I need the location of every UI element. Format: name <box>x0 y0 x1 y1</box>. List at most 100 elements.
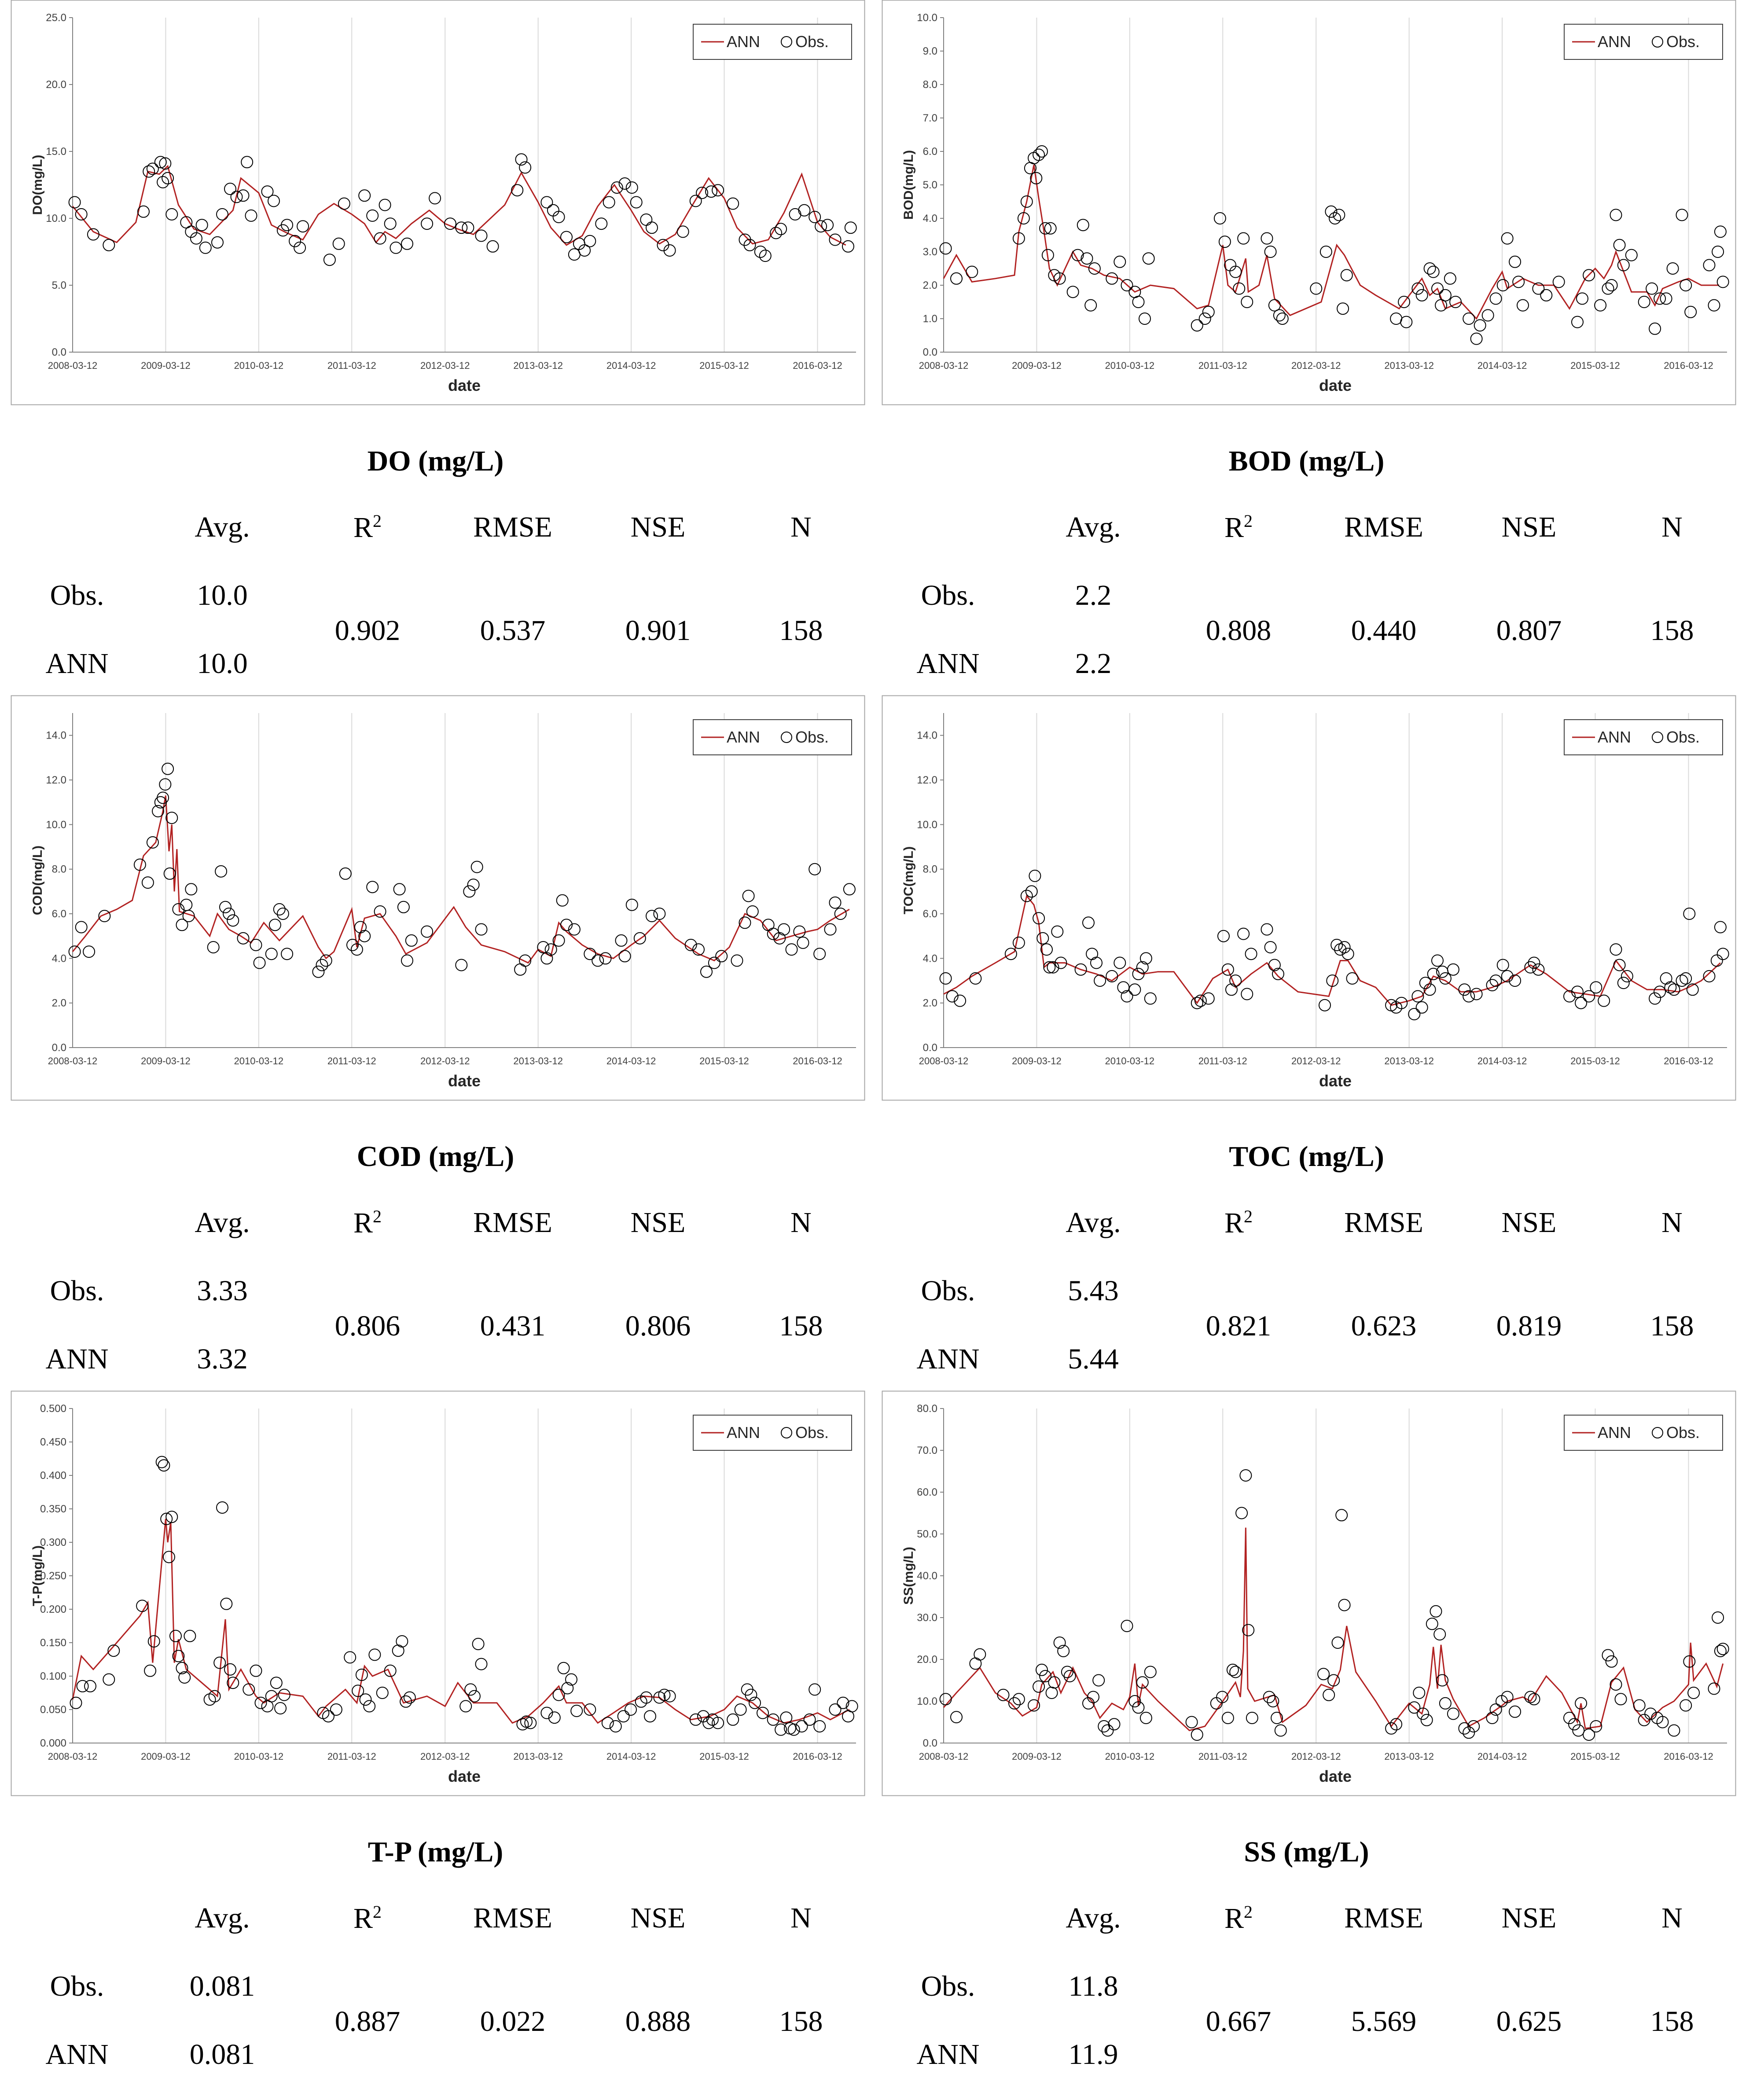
obs-point <box>467 879 480 891</box>
obs-point <box>1055 956 1067 969</box>
obs-point <box>1714 225 1727 238</box>
obs-point <box>705 185 717 198</box>
obs-point <box>1415 289 1428 302</box>
obs-point <box>1431 282 1444 295</box>
stats-header-n: N <box>1661 511 1683 543</box>
obs-point <box>1617 977 1630 989</box>
obs-point <box>1458 1722 1471 1735</box>
obs-point <box>843 883 856 896</box>
stats-header-r2: R2 <box>310 1901 425 1935</box>
y-tick-label: 10.0 <box>917 12 937 24</box>
chart-frame <box>882 0 1736 405</box>
obs-point <box>1268 299 1281 312</box>
obs-point <box>468 1690 481 1703</box>
obs-point <box>250 1664 262 1677</box>
stats-header-n: N <box>1661 1206 1683 1239</box>
obs-point <box>653 908 666 920</box>
stats-header-avg: Avg. <box>195 1206 250 1239</box>
stats-n-value: 158 <box>1650 614 1694 647</box>
obs-point <box>274 1702 287 1714</box>
obs-point <box>1340 269 1353 282</box>
obs-point <box>401 954 413 967</box>
obs-point <box>330 1703 342 1716</box>
obs-point <box>1496 279 1509 291</box>
x-axis-label: date <box>1319 1072 1352 1090</box>
obs-point <box>1408 1008 1421 1020</box>
stats-r2-value: 0.806 <box>334 1310 401 1342</box>
x-tick-label: 2011-03-12 <box>1198 1751 1247 1762</box>
obs-point <box>216 1501 228 1514</box>
stats-header-r2: R2 <box>1181 1901 1296 1935</box>
obs-point <box>475 229 488 242</box>
obs-point <box>1333 209 1345 221</box>
obs-point <box>223 908 235 920</box>
x-tick-label: 2010-03-12 <box>1105 1056 1155 1067</box>
obs-point <box>396 1635 408 1648</box>
x-tick-label: 2009-03-12 <box>1012 1056 1062 1067</box>
y-tick-label: 0.300 <box>40 1537 66 1548</box>
obs-point <box>224 1663 236 1676</box>
x-axis-label: date <box>448 1767 481 1785</box>
obs-point <box>1221 963 1234 976</box>
obs-point <box>1664 981 1677 994</box>
obs-point <box>1346 972 1359 985</box>
obs-point <box>1594 299 1607 312</box>
obs-point <box>185 225 198 238</box>
obs-point <box>644 1710 656 1723</box>
obs-point <box>1703 970 1716 982</box>
x-tick-label: 2014-03-12 <box>1477 1751 1527 1762</box>
obs-point <box>1264 941 1277 953</box>
obs-point <box>1501 1691 1514 1703</box>
stats-nse-value: 0.901 <box>625 614 691 647</box>
obs-point <box>803 1713 816 1726</box>
obs-point <box>363 1700 376 1713</box>
panel-title: TOC (mg/L) <box>1229 1140 1384 1173</box>
obs-point <box>475 923 488 936</box>
obs-point <box>1132 967 1145 980</box>
obs-point <box>1310 282 1323 295</box>
x-tick-label: 2011-03-12 <box>327 1056 376 1067</box>
obs-point <box>384 217 397 230</box>
obs-point <box>1121 990 1133 1003</box>
obs-point <box>219 901 232 913</box>
stats-header-r2-sup: 2 <box>1244 1206 1253 1226</box>
stats-nse-value: 0.888 <box>625 2005 691 2037</box>
obs-point <box>464 1683 477 1696</box>
obs-point <box>1444 272 1456 285</box>
obs-point <box>185 883 198 896</box>
obs-point <box>1463 990 1475 1003</box>
stats-header-r2-base: R <box>353 1207 373 1239</box>
obs-point <box>1191 1729 1203 1741</box>
obs-point <box>1033 148 1045 161</box>
obs-point <box>1264 246 1277 258</box>
stats-row-label-obs: Obs. <box>50 1275 104 1307</box>
obs-point <box>1613 959 1626 971</box>
obs-point <box>1605 279 1618 291</box>
obs-point <box>560 231 573 243</box>
obs-point <box>560 919 573 931</box>
x-tick-label: 2015-03-12 <box>699 1751 749 1762</box>
stats-ann-avg: 5.44 <box>1068 1343 1119 1375</box>
obs-point <box>1082 1697 1095 1710</box>
obs-point <box>1218 235 1231 248</box>
obs-point <box>1237 232 1250 245</box>
obs-point <box>939 242 952 255</box>
legend-label-ann: ANN <box>1598 728 1631 746</box>
obs-point <box>1202 992 1215 1005</box>
obs-point <box>813 948 826 960</box>
obs-point <box>974 1648 986 1661</box>
obs-point <box>472 1638 485 1650</box>
obs-point <box>692 943 705 956</box>
obs-point <box>136 1600 149 1612</box>
obs-point <box>1563 990 1576 1003</box>
obs-point <box>1686 983 1699 996</box>
y-tick-label: 3.0 <box>923 246 937 258</box>
obs-point <box>1066 286 1079 298</box>
stats-ann-avg: 2.2 <box>1075 647 1112 680</box>
obs-point <box>712 184 724 197</box>
obs-point <box>68 945 81 958</box>
time-series-chart: 2008-03-12 2009-03-12 2010-03-12 2011-03-12… <box>11 1390 865 1796</box>
obs-point <box>829 1703 842 1716</box>
obs-point <box>540 952 553 965</box>
obs-point <box>1427 265 1440 278</box>
